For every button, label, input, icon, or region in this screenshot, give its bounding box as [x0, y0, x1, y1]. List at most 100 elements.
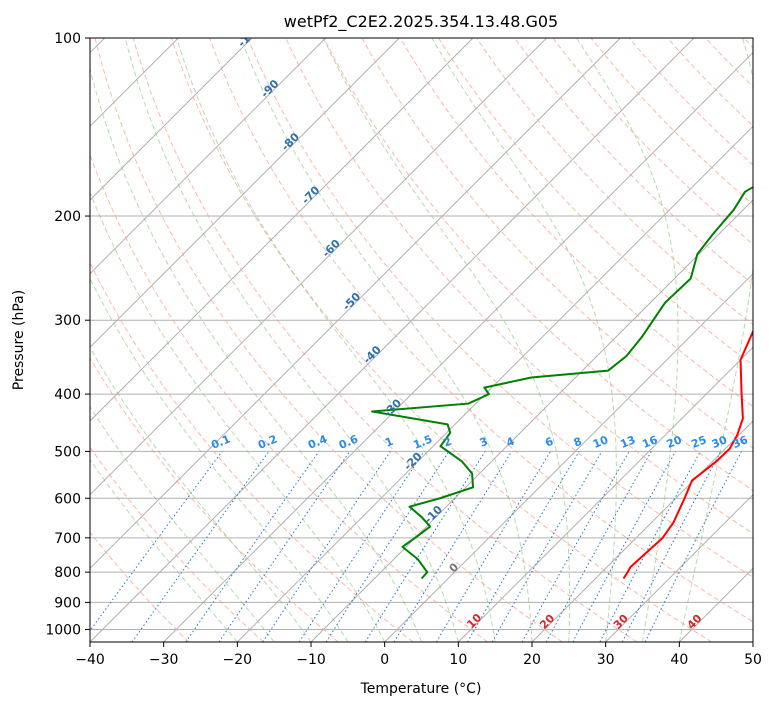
mixing-ratio-label: 36	[731, 433, 750, 451]
dry-adiabat-line	[90, 153, 488, 642]
moist-adiabat-line	[431, 38, 617, 642]
mixing-ratio-label: 16	[640, 433, 659, 451]
dewpoint-profile-line	[371, 185, 753, 580]
dry-adiabat-label: -20	[401, 450, 424, 473]
y-tick-label: 500	[54, 444, 81, 460]
chart-title: wetPf2_C2E2.2025.354.13.48.G05	[284, 12, 558, 32]
dry-adiabat-line	[90, 446, 264, 642]
dry-adiabat-line	[90, 261, 414, 642]
dry-adiabat-label: 20	[537, 612, 557, 632]
mixing-ratio-label: 0.1	[209, 432, 232, 451]
dry-adiabat-label: 40	[685, 612, 705, 632]
dry-adiabat-label: -70	[299, 183, 322, 206]
isotherm-line	[90, 38, 621, 570]
dry-adiabat-line	[90, 531, 190, 642]
dry-adiabats	[90, 38, 753, 642]
dry-adiabat-label: -80	[279, 130, 302, 153]
dry-adiabat-line	[667, 38, 753, 127]
y-axis-ticks: 100 200 300 400 500 600 700 800 900 1000	[45, 31, 90, 638]
moist-adiabat-line	[90, 405, 275, 642]
mixing-ratio-line	[435, 451, 552, 642]
isotherm-line	[678, 567, 753, 642]
dry-adiabat-line	[132, 38, 638, 642]
mixing-ratio-line	[644, 451, 742, 642]
y-tick-label: 600	[54, 491, 81, 507]
mixing-ratio-lines	[90, 451, 742, 642]
mixing-ratio-label: 25	[689, 433, 708, 451]
x-axis-label: Temperature (°C)	[360, 681, 482, 697]
mixing-ratio-line	[572, 451, 676, 642]
mixing-ratio-label: 13	[618, 433, 637, 451]
dry-adiabat-line	[552, 38, 753, 245]
moist-adiabat-line	[90, 458, 238, 642]
x-tick-label: 0	[380, 652, 389, 668]
isotherm-line	[90, 38, 253, 201]
isotherm-line	[752, 641, 753, 642]
isotherm-line	[90, 38, 400, 349]
y-tick-label: 300	[54, 313, 81, 329]
mixing-ratio-line	[467, 451, 580, 642]
mixing-ratio-label: 30	[710, 433, 729, 451]
x-tick-label: −20	[223, 652, 253, 668]
dry-adiabat-label: 10	[464, 611, 484, 631]
mixing-ratio-line	[90, 451, 223, 632]
x-tick-label: −40	[75, 652, 105, 668]
moist-adiabat-line	[90, 346, 312, 642]
x-tick-label: −30	[149, 652, 179, 668]
temperature-profile-line	[622, 329, 753, 580]
x-tick-label: 10	[449, 652, 467, 668]
y-tick-label: 200	[54, 209, 81, 225]
dry-adiabat-line	[590, 38, 753, 206]
isotherm-line	[384, 272, 753, 642]
x-tick-label: 40	[670, 652, 688, 668]
mixing-ratio-label: 0.4	[306, 432, 329, 451]
mixing-ratio-label: 10	[591, 433, 610, 451]
y-tick-label: 100	[54, 31, 81, 47]
moist-adiabats	[90, 38, 753, 642]
isotherm-line	[90, 38, 327, 275]
mixing-ratio-line	[325, 451, 450, 642]
mixing-ratio-label: 1	[383, 435, 395, 450]
dry-adiabat-label: 30	[611, 612, 631, 632]
isotherm-line	[310, 199, 753, 642]
x-tick-label: 50	[744, 652, 762, 668]
dry-adiabat-label: -60	[320, 237, 343, 260]
isotherm-line	[531, 420, 753, 642]
moist-adiabat-line	[90, 66, 422, 642]
dry-adiabat-line	[94, 38, 563, 642]
y-axis-label: Pressure (hPa)	[11, 290, 27, 390]
y-tick-label: 1000	[45, 622, 81, 638]
mixing-ratio-label: 20	[665, 433, 684, 451]
dry-adiabat-line	[361, 38, 753, 449]
x-tick-label: 20	[523, 652, 541, 668]
dry-adiabat-label: -100	[235, 21, 264, 50]
isotherm-line	[90, 38, 695, 642]
mixing-ratio-line	[262, 451, 391, 642]
mixing-ratio-labels: 0.1 0.2 0.4 0.6 1 1.5 2 3 4 6 8 10 13 16 20 25 30 36	[209, 432, 750, 451]
moist-adiabat-line	[240, 38, 533, 642]
plot-frame	[89, 37, 754, 643]
y-tick-label: 400	[54, 387, 81, 403]
moist-adiabat-line	[678, 38, 753, 642]
isotherm-line	[90, 38, 548, 496]
dry-adiabat-label: -90	[258, 77, 281, 100]
dry-adiabat-line	[170, 38, 712, 642]
moist-adiabat-line	[124, 38, 459, 642]
mixing-ratio-line	[621, 451, 722, 642]
isotherm-line	[163, 51, 753, 642]
moist-adiabat-line	[576, 38, 679, 642]
dry-adiabat-line	[323, 38, 753, 492]
mixing-ratio-line	[393, 451, 513, 642]
isotherm-line	[236, 125, 753, 642]
moist-adiabat-line	[176, 38, 496, 642]
mixing-ratio-label: 8	[572, 435, 584, 450]
dry-adiabat-label: -50	[340, 290, 363, 313]
x-axis-ticks: −40 −30 −20 −10 0 10 20 30 40 50	[75, 642, 762, 668]
dry-adiabat-line	[705, 38, 753, 88]
dry-adiabat-line	[476, 38, 753, 326]
moist-adiabat-line	[90, 277, 349, 642]
dry-adiabat-line	[285, 38, 753, 535]
skewed-isotherms	[90, 38, 753, 642]
mixing-ratio-label: 2	[442, 435, 454, 450]
